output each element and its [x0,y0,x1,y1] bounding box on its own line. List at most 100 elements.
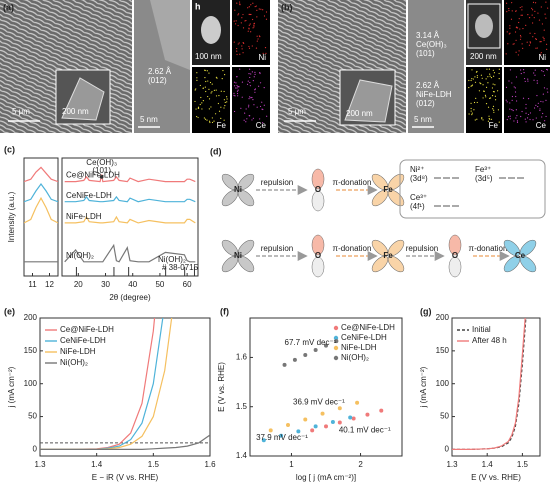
series-line [40,434,210,450]
map-dot [259,118,261,120]
map-dot [210,106,212,108]
slope-label: 37.9 mV dec⁻¹ [256,433,308,442]
map-dot [224,105,226,107]
map-dot [239,3,241,5]
map-dot [480,74,483,76]
map-dot [245,121,247,123]
d-lobe [371,255,389,273]
map-dot [491,87,494,89]
map-dot [201,102,203,104]
scale-label: 200 nm [470,52,497,61]
d-lobe [387,255,405,273]
series-line [64,195,196,203]
map-dot [536,47,538,49]
map-dot [529,118,531,121]
y-axis-label: Intensity (a.u.) [7,191,16,242]
map-dot [537,102,539,104]
x-axis-label: E (V vs. RHE) [471,473,521,482]
map-dot [538,19,541,21]
map-dot [215,95,218,97]
map-dot [471,69,473,71]
map-dot [468,86,470,89]
map-dot [238,86,240,88]
map-dot [523,72,525,74]
series-line [452,318,527,450]
map-dot [236,84,238,87]
map-dot [199,84,201,87]
d-lobe [237,189,255,207]
map-dot [218,94,220,97]
ion-label: Fe³⁺ [475,165,491,174]
d-lobe [221,189,239,207]
point [261,438,266,443]
map-dot [202,87,204,89]
panel-label: (g) [420,306,432,316]
map-dot [546,48,548,50]
y-tick-label: 1.4 [236,451,248,460]
atom-label: Fe [383,251,393,260]
map-dot [514,91,517,93]
map-dot [233,94,235,96]
map-dot [223,99,226,101]
map-dot [234,95,236,97]
d-lobe [237,173,255,191]
map-dot [253,24,255,26]
map-dot [511,99,513,101]
map-dot [480,83,482,85]
map-dot [511,10,513,12]
map-dot [509,108,511,110]
map-dot [536,94,538,97]
d-lobe [503,239,521,257]
map-dot [195,88,197,90]
map-dot [253,26,255,28]
map-dot [248,47,251,49]
map-dot [479,82,481,84]
map-dot [520,36,522,38]
interaction-label: repulsion [406,244,438,253]
map-dot [214,113,217,115]
map-dot [509,115,511,117]
map-dot [233,20,235,22]
map-dot [532,36,534,38]
map-dot [511,95,514,98]
map-dot [254,91,256,93]
atom-label: O [452,251,458,260]
y-tick-label: 50 [440,412,449,421]
x-axis-label: E − iR (V vs. RHE) [92,473,159,482]
map-dot [487,106,490,108]
map-dot [497,109,500,111]
map-dot [204,77,206,79]
point [348,415,353,420]
map-dot [481,118,483,120]
map-dot [522,27,524,30]
element-label: Ce [256,121,267,130]
peak-label: (101) [92,166,111,175]
map-dot [490,118,493,120]
map-dot [508,8,510,10]
map-dot [487,120,489,122]
d-lobe [237,239,255,257]
map-dot [470,79,472,82]
axes-frame [249,317,403,457]
element-label: Fe [489,121,499,130]
map-dot [482,84,484,86]
ion-label: Ce³⁺ [410,193,427,202]
map-dot [259,72,261,75]
map-dot [485,103,488,105]
map-dot [520,72,522,75]
map-dot [521,110,523,113]
map-dot [208,120,211,122]
map-dot [492,108,494,110]
y-axis-label: E (V vs. RHE) [217,362,226,412]
axes-frame [39,317,211,457]
map-dot [220,90,222,92]
inset-frame [467,3,501,49]
x-tick-label: 50 [155,280,164,289]
map-dot [266,115,268,117]
map-dot [246,118,248,120]
map-dot [509,69,511,71]
map-dot [481,117,483,119]
map-dot [525,107,527,109]
map-dot [496,90,499,92]
map-dot [256,35,258,37]
